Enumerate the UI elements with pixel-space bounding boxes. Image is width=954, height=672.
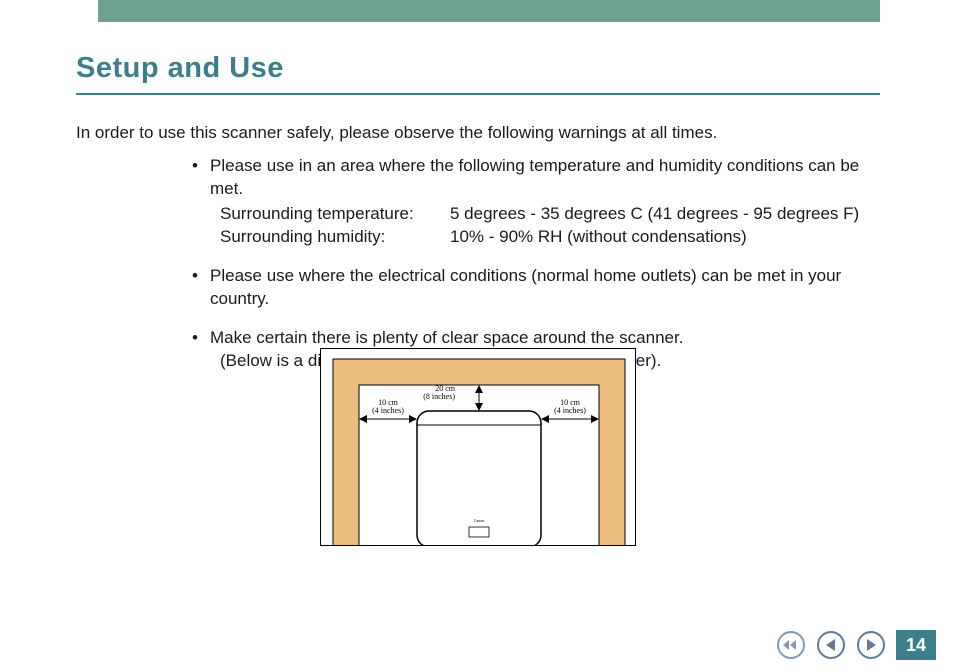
left-dimension: 10 cm (4 inches)	[359, 398, 417, 423]
top-bar	[98, 0, 880, 22]
bullet-text: Please use in an area where the followin…	[210, 155, 880, 249]
page-title: Setup and Use	[76, 52, 880, 93]
clearance-diagram: Canon 10 cm (4 inches) 10 cm (4 inches)	[320, 348, 636, 546]
page-number-badge: 14	[896, 630, 936, 660]
left-dim-2: (4 inches)	[372, 406, 404, 415]
scanner-brand: Canon	[474, 518, 484, 523]
bullet-list: • Please use in an area where the follow…	[76, 155, 880, 373]
top-dim-2: (8 inches)	[423, 392, 455, 401]
page-number: 14	[906, 635, 926, 656]
right-dim-2: (4 inches)	[554, 406, 586, 415]
nav-controls: 14	[776, 630, 936, 660]
top-dimension: 20 cm (8 inches)	[423, 384, 483, 411]
next-icon	[856, 630, 886, 660]
bullet-2-text: Please use where the electrical conditio…	[210, 266, 841, 308]
go-back-button[interactable]	[776, 630, 806, 660]
right-dimension: 10 cm (4 inches)	[541, 398, 599, 423]
bullet-text: Please use where the electrical conditio…	[210, 265, 880, 311]
spec-label: Surrounding temperature:	[220, 203, 450, 226]
bullet-dot: •	[192, 327, 210, 373]
diagram-svg: Canon 10 cm (4 inches) 10 cm (4 inches)	[321, 349, 636, 546]
scanner-front-detail	[469, 527, 489, 537]
title-rule	[76, 93, 880, 95]
spec-table: Surrounding temperature: 5 degrees - 35 …	[220, 203, 880, 249]
scanner-body	[417, 411, 541, 546]
bullet-dot: •	[192, 265, 210, 311]
intro-text: In order to use this scanner safely, ple…	[76, 123, 880, 143]
prev-icon	[816, 630, 846, 660]
next-page-button[interactable]	[856, 630, 886, 660]
bullet-1-text: Please use in an area where the followin…	[210, 156, 859, 198]
spec-label: Surrounding humidity:	[220, 226, 450, 249]
spec-value: 5 degrees - 35 degrees C (41 degrees - 9…	[450, 203, 880, 226]
prev-page-button[interactable]	[816, 630, 846, 660]
bullet-dot: •	[192, 155, 210, 249]
spec-row: Surrounding humidity: 10% - 90% RH (with…	[220, 226, 880, 249]
bullet-item: • Please use in an area where the follow…	[192, 155, 880, 249]
rewind-icon	[776, 630, 806, 660]
spec-value: 10% - 90% RH (without condensations)	[450, 226, 880, 249]
spec-row: Surrounding temperature: 5 degrees - 35 …	[220, 203, 880, 226]
content-region: Setup and Use In order to use this scann…	[76, 52, 880, 389]
page-root: Setup and Use In order to use this scann…	[0, 0, 954, 672]
bullet-item: • Please use where the electrical condit…	[192, 265, 880, 311]
bullet-3-text: Make certain there is plenty of clear sp…	[210, 328, 683, 347]
